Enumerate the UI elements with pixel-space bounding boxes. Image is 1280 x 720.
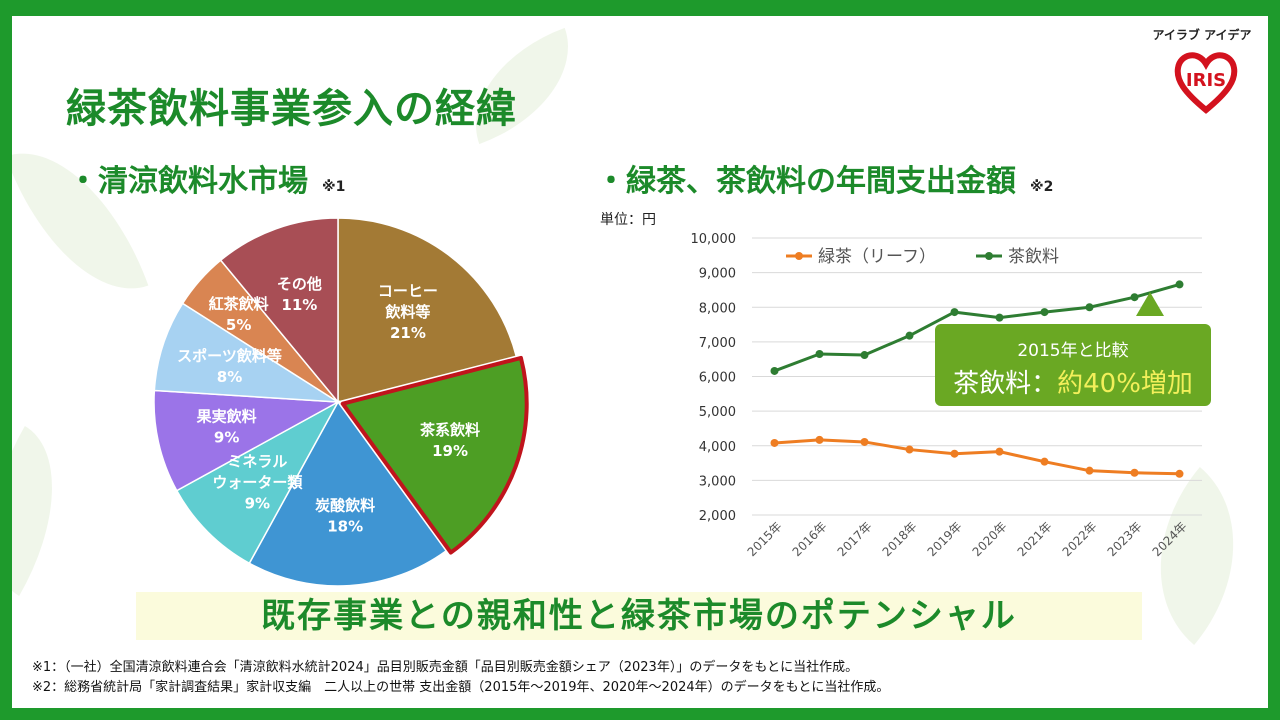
- data-point: [1040, 308, 1049, 317]
- legend-marker: [985, 252, 993, 260]
- legend-item: 緑茶（リーフ）: [786, 247, 936, 267]
- data-point: [770, 438, 779, 447]
- data-point: [1175, 469, 1184, 478]
- x-tick-label: 2023年: [1105, 519, 1145, 559]
- footnote-1: ※1：（一社）全国清涼飲料連合会「清涼飲料水統計2024」品目別販売金額「品目別…: [32, 660, 859, 675]
- data-point: [815, 349, 824, 358]
- x-tick-label: 2022年: [1060, 519, 1100, 559]
- pie-slice-label: 茶系飲料: [420, 421, 480, 439]
- pie-slice-label: 果実飲料: [196, 407, 257, 425]
- pie-value-label: 9%: [214, 428, 239, 446]
- slide: 緑茶飲料事業参入の経緯 アイラブ アイデア IRIS ・清涼飲料水市場 ※1 ・緑…: [12, 16, 1268, 708]
- data-point: [1175, 280, 1184, 289]
- iris-logo: アイラブ アイデア IRIS: [1152, 26, 1262, 126]
- y-tick-label: 2,000: [699, 509, 736, 524]
- x-tick-label: 2015年: [745, 519, 785, 559]
- pie-heading-text: ・清涼飲料水市場: [68, 164, 308, 199]
- pie-slice-label: 炭酸飲料: [315, 496, 375, 514]
- data-point: [905, 331, 914, 340]
- legend-label: 茶飲料: [1008, 247, 1059, 267]
- pie-value-label: 5%: [226, 316, 251, 334]
- y-tick-label: 10,000: [691, 232, 737, 247]
- footnote-2: ※2：総務省統計局「家計調査結果」家計収支編 二人以上の世帯 支出金額（2015…: [32, 680, 890, 695]
- data-point: [1130, 468, 1139, 477]
- data-point: [950, 308, 959, 317]
- pie-slice-label: ミネラル: [227, 453, 287, 471]
- y-tick-label: 3,000: [699, 474, 736, 489]
- y-tick-label: 8,000: [699, 301, 736, 316]
- x-tick-label: 2018年: [880, 519, 920, 559]
- data-point: [995, 313, 1004, 322]
- x-tick-label: 2021年: [1015, 519, 1055, 559]
- legend-item: 茶飲料: [976, 247, 1059, 267]
- data-point: [905, 445, 914, 454]
- leaf-decoration: [12, 426, 95, 596]
- pie-slice-label: コーヒー: [378, 282, 438, 300]
- pie-value-label: 19%: [432, 442, 468, 460]
- y-tick-label: 7,000: [699, 336, 736, 351]
- data-point: [1130, 293, 1139, 302]
- leaf-decoration: [12, 125, 149, 317]
- pie-slice-label: スポーツ飲料等: [177, 347, 282, 365]
- data-point: [1085, 303, 1094, 312]
- data-point: [770, 366, 779, 375]
- line-chart: 単位：円 2,000 3,000 4,000 5,000 6,000 7,000 8,000…: [600, 212, 1211, 559]
- pie-value-label: 9%: [245, 495, 270, 513]
- line-heading-text: ・緑茶、茶飲料の年間支出金額: [596, 164, 1016, 199]
- pie-slice-label: その他: [277, 275, 322, 293]
- pie-heading: ・清涼飲料水市場 ※1: [68, 156, 345, 200]
- svg-text:茶飲料：約40%増加: 茶飲料：約40%増加: [953, 369, 1193, 399]
- y-tick-label: 6,000: [699, 371, 736, 386]
- legend-marker: [795, 252, 803, 260]
- callout-line1: 2015年と比較: [1017, 341, 1128, 361]
- x-tick-label: 2019年: [925, 519, 965, 559]
- pie-value-label: 8%: [217, 368, 242, 386]
- line-heading: ・緑茶、茶飲料の年間支出金額 ※2: [596, 156, 1053, 200]
- data-point: [860, 437, 869, 446]
- callout-value: 約40%増加: [1057, 369, 1193, 399]
- conclusion-banner: 既存事業との親和性と緑茶市場のポテンシャル: [136, 592, 1142, 640]
- y-tick-label: 5,000: [699, 405, 736, 420]
- x-tick-label: 2020年: [970, 519, 1010, 559]
- banner-text: 既存事業との親和性と緑茶市場のポテンシャル: [261, 596, 1017, 636]
- y-tick-label: 4,000: [699, 440, 736, 455]
- legend-label: 緑茶（リーフ）: [818, 247, 936, 267]
- heart-logo-icon: IRIS: [1174, 52, 1238, 114]
- pie-slice: [219, 217, 339, 405]
- data-point: [995, 447, 1004, 456]
- data-point: [860, 351, 869, 360]
- pie-value-label: 18%: [327, 517, 363, 535]
- data-point: [1040, 457, 1049, 466]
- callout: 2015年と比較 茶飲料：約40%増加: [935, 292, 1211, 406]
- page-title: 緑茶飲料事業参入の経緯: [66, 86, 517, 132]
- y-tick-label: 9,000: [699, 267, 736, 282]
- data-point: [950, 449, 959, 458]
- pie-value-label: 11%: [281, 296, 317, 314]
- data-point: [815, 435, 824, 444]
- logo-kana: アイラブ アイデア: [1152, 28, 1252, 42]
- pie-value-label: 21%: [390, 324, 426, 342]
- unit-label: 単位：円: [600, 212, 656, 228]
- pie-slice-highlight: [340, 355, 529, 555]
- pie-slice: [153, 302, 339, 403]
- pie-slice: [175, 400, 340, 565]
- data-point: [1085, 466, 1094, 475]
- pie-slice: [153, 389, 341, 492]
- callout-prefix: 茶飲料：: [953, 369, 1057, 399]
- x-tick-label: 2016年: [790, 519, 830, 559]
- pie-slice: [248, 400, 448, 587]
- x-tick-label: 2017年: [835, 519, 875, 559]
- pie-slice-label: 飲料等: [384, 303, 430, 321]
- pie-slice-label: 紅茶飲料: [209, 295, 269, 313]
- x-tick-label: 2024年: [1150, 519, 1190, 559]
- series-line: [774, 438, 1180, 476]
- series-line: [773, 282, 1180, 373]
- pie-slice-label: ウォーター類: [212, 474, 303, 492]
- pie-slice: [337, 217, 518, 403]
- logo-brand: IRIS: [1186, 70, 1226, 91]
- line-note: ※2: [1030, 179, 1054, 195]
- pie-note: ※1: [322, 179, 346, 195]
